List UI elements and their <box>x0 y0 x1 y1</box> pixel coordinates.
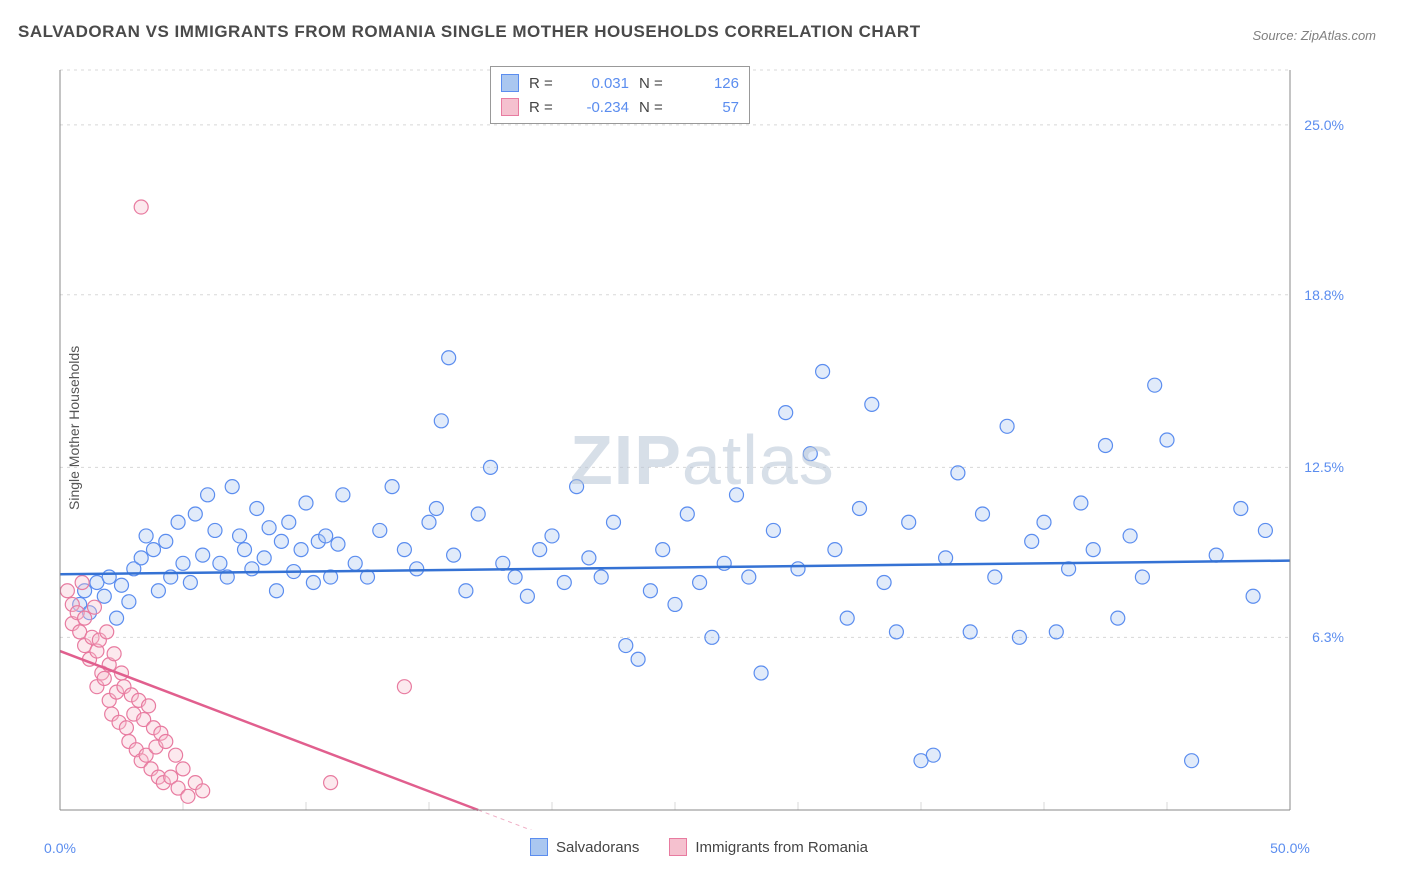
r-label: R = <box>529 75 559 92</box>
stats-row-salvadorans: R = 0.031 N = 126 <box>501 71 739 95</box>
stats-row-romania: R = -0.234 N = 57 <box>501 95 739 119</box>
chart-area: Single Mother Households ZIPatlas 6.3%12… <box>50 60 1350 830</box>
legend-item-romania: Immigrants from Romania <box>669 838 868 856</box>
watermark-zip: ZIP <box>570 421 682 499</box>
source-label: Source: ZipAtlas.com <box>1252 28 1376 43</box>
legend-label-romania: Immigrants from Romania <box>695 839 868 856</box>
y-tick-label: 6.3% <box>1312 629 1344 645</box>
r-value-romania: -0.234 <box>569 99 629 116</box>
r-value-salvadorans: 0.031 <box>569 75 629 92</box>
r-label: R = <box>529 99 559 116</box>
chart-title: SALVADORAN VS IMMIGRANTS FROM ROMANIA SI… <box>18 22 921 42</box>
swatch-romania <box>669 838 687 856</box>
x-tick-label: 50.0% <box>1270 840 1310 856</box>
n-label: N = <box>639 75 669 92</box>
legend-label-salvadorans: Salvadorans <box>556 839 639 856</box>
swatch-salvadorans <box>530 838 548 856</box>
y-tick-label: 18.8% <box>1304 287 1344 303</box>
watermark: ZIPatlas <box>570 420 835 500</box>
y-tick-label: 12.5% <box>1304 459 1344 475</box>
swatch-salvadorans <box>501 74 519 92</box>
stats-legend-box: R = 0.031 N = 126 R = -0.234 N = 57 <box>490 66 750 124</box>
n-value-romania: 57 <box>679 99 739 116</box>
x-tick-label: 0.0% <box>44 840 76 856</box>
swatch-romania <box>501 98 519 116</box>
y-tick-label: 25.0% <box>1304 117 1344 133</box>
n-label: N = <box>639 99 669 116</box>
n-value-salvadorans: 126 <box>679 75 739 92</box>
legend-item-salvadorans: Salvadorans <box>530 838 639 856</box>
watermark-atlas: atlas <box>682 421 835 499</box>
bottom-legend: Salvadorans Immigrants from Romania <box>530 838 868 856</box>
